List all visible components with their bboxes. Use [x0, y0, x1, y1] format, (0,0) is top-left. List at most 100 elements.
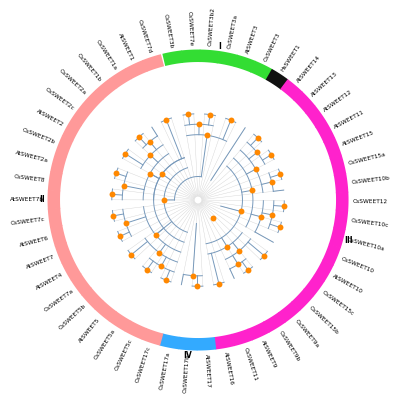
Point [269, 212, 276, 218]
Text: AtSWEET4: AtSWEET4 [35, 272, 64, 290]
Text: CsSWEET15b: CsSWEET15b [308, 305, 340, 335]
Text: CsSWEET2b: CsSWEET2b [21, 128, 56, 145]
Point [204, 132, 210, 138]
Text: IV: IV [183, 351, 192, 360]
Text: HsSWEET1: HsSWEET1 [280, 43, 302, 72]
Text: CsSWEET17b: CsSWEET17b [182, 354, 190, 393]
Point [210, 214, 217, 221]
Point [147, 170, 153, 177]
Point [144, 266, 150, 273]
Text: CsSWEET15c: CsSWEET15c [320, 290, 354, 316]
Text: CsSWEET10a: CsSWEET10a [346, 237, 385, 252]
Text: AtSWEET9: AtSWEET9 [260, 339, 278, 369]
Text: CsSWEET9b: CsSWEET9b [278, 330, 300, 362]
Text: AtSWEET5: AtSWEET5 [78, 317, 101, 343]
Text: CsSWEET5b: CsSWEET5b [58, 303, 87, 331]
Point [136, 134, 142, 140]
Point [224, 243, 230, 250]
Text: CsSWEET11: CsSWEET11 [242, 346, 258, 381]
Point [128, 252, 134, 258]
Text: AtSWEET6: AtSWEET6 [18, 236, 49, 248]
Text: AtSWEET1: AtSWEET1 [117, 32, 135, 62]
Point [252, 166, 259, 172]
Text: AtSWEET12: AtSWEET12 [322, 89, 353, 113]
Text: I: I [218, 42, 221, 50]
Text: CsSWEET7a: CsSWEET7a [43, 288, 74, 313]
Point [147, 152, 154, 158]
Text: CsSWEET7c: CsSWEET7c [10, 216, 45, 226]
Text: CsSWEET9a: CsSWEET9a [294, 318, 320, 348]
Point [249, 187, 255, 194]
Text: CsSWEET5a: CsSWEET5a [94, 328, 117, 361]
Point [156, 250, 162, 256]
Point [152, 232, 159, 238]
Point [258, 214, 264, 220]
Text: AtSWEET7: AtSWEET7 [25, 254, 55, 270]
Text: CsSWEET12: CsSWEET12 [352, 199, 388, 204]
Point [159, 171, 165, 177]
Text: CsSWEET1a: CsSWEET1a [95, 39, 118, 71]
Text: CsSWEET1b: CsSWEET1b [76, 52, 102, 83]
Text: CsSWEET10: CsSWEET10 [340, 256, 374, 274]
Text: CsSWEET7d: CsSWEET7d [137, 19, 153, 54]
Point [268, 179, 275, 185]
Point [216, 280, 222, 287]
Text: CsSWEET2c: CsSWEET2c [44, 87, 75, 111]
Text: III: III [344, 236, 352, 245]
Text: CsSWEET10c: CsSWEET10c [350, 218, 389, 228]
Point [261, 252, 267, 259]
Text: CsSWEET2a: CsSWEET2a [58, 68, 88, 96]
Text: CsSWEET3b2: CsSWEET3b2 [207, 7, 215, 46]
Text: AtSWEET17: AtSWEET17 [204, 354, 211, 388]
Point [245, 267, 251, 273]
Point [228, 117, 234, 124]
Point [268, 152, 274, 158]
Text: CsSWEET7e: CsSWEET7e [186, 11, 193, 46]
Text: AtSWEET2a: AtSWEET2a [15, 150, 49, 164]
Text: CsSWEET10b: CsSWEET10b [351, 175, 390, 185]
Point [110, 213, 116, 219]
Point [161, 197, 167, 203]
Text: CsSWEET3: CsSWEET3 [263, 32, 282, 62]
Text: CsSWEET17c: CsSWEET17c [135, 346, 152, 384]
Point [117, 233, 123, 240]
Text: AtSWEET11: AtSWEET11 [333, 109, 365, 130]
Text: CsSWEET17a: CsSWEET17a [158, 351, 171, 390]
Text: AtSWEET14: AtSWEET14 [296, 55, 322, 84]
Text: AtSWEET16: AtSWEET16 [224, 351, 234, 386]
Text: II: II [40, 195, 46, 204]
Point [207, 112, 213, 118]
Point [254, 149, 260, 156]
Text: CsSWEET3a: CsSWEET3a [226, 14, 238, 49]
Point [163, 277, 169, 283]
Point [163, 117, 170, 123]
Point [109, 191, 115, 198]
Point [281, 203, 287, 210]
Text: CsSWEET15a: CsSWEET15a [347, 152, 386, 166]
Text: AtSWEET3: AtSWEET3 [245, 24, 260, 55]
Text: AtSWEET13: AtSWEET13 [310, 71, 338, 98]
Point [185, 111, 192, 118]
Point [123, 220, 129, 226]
Point [277, 171, 284, 178]
Point [255, 135, 261, 141]
Point [238, 208, 244, 215]
Point [146, 138, 153, 145]
Point [277, 224, 283, 231]
Point [235, 261, 241, 268]
Point [158, 263, 164, 270]
Text: CsSWEET5c: CsSWEET5c [114, 338, 134, 372]
Point [196, 121, 202, 128]
Text: AtSWEET10: AtSWEET10 [331, 273, 364, 294]
Point [122, 150, 128, 157]
Text: AtSWEET2: AtSWEET2 [35, 109, 64, 128]
Text: CsSWEET8: CsSWEET8 [14, 174, 45, 183]
Point [113, 170, 119, 176]
Point [120, 182, 127, 189]
Text: AtSWEET7b: AtSWEET7b [10, 197, 44, 202]
Point [194, 283, 201, 290]
Text: CsSWEET3b: CsSWEET3b [163, 13, 174, 48]
Point [190, 272, 196, 279]
Text: AtSWEET15: AtSWEET15 [341, 130, 375, 147]
Point [236, 248, 242, 254]
